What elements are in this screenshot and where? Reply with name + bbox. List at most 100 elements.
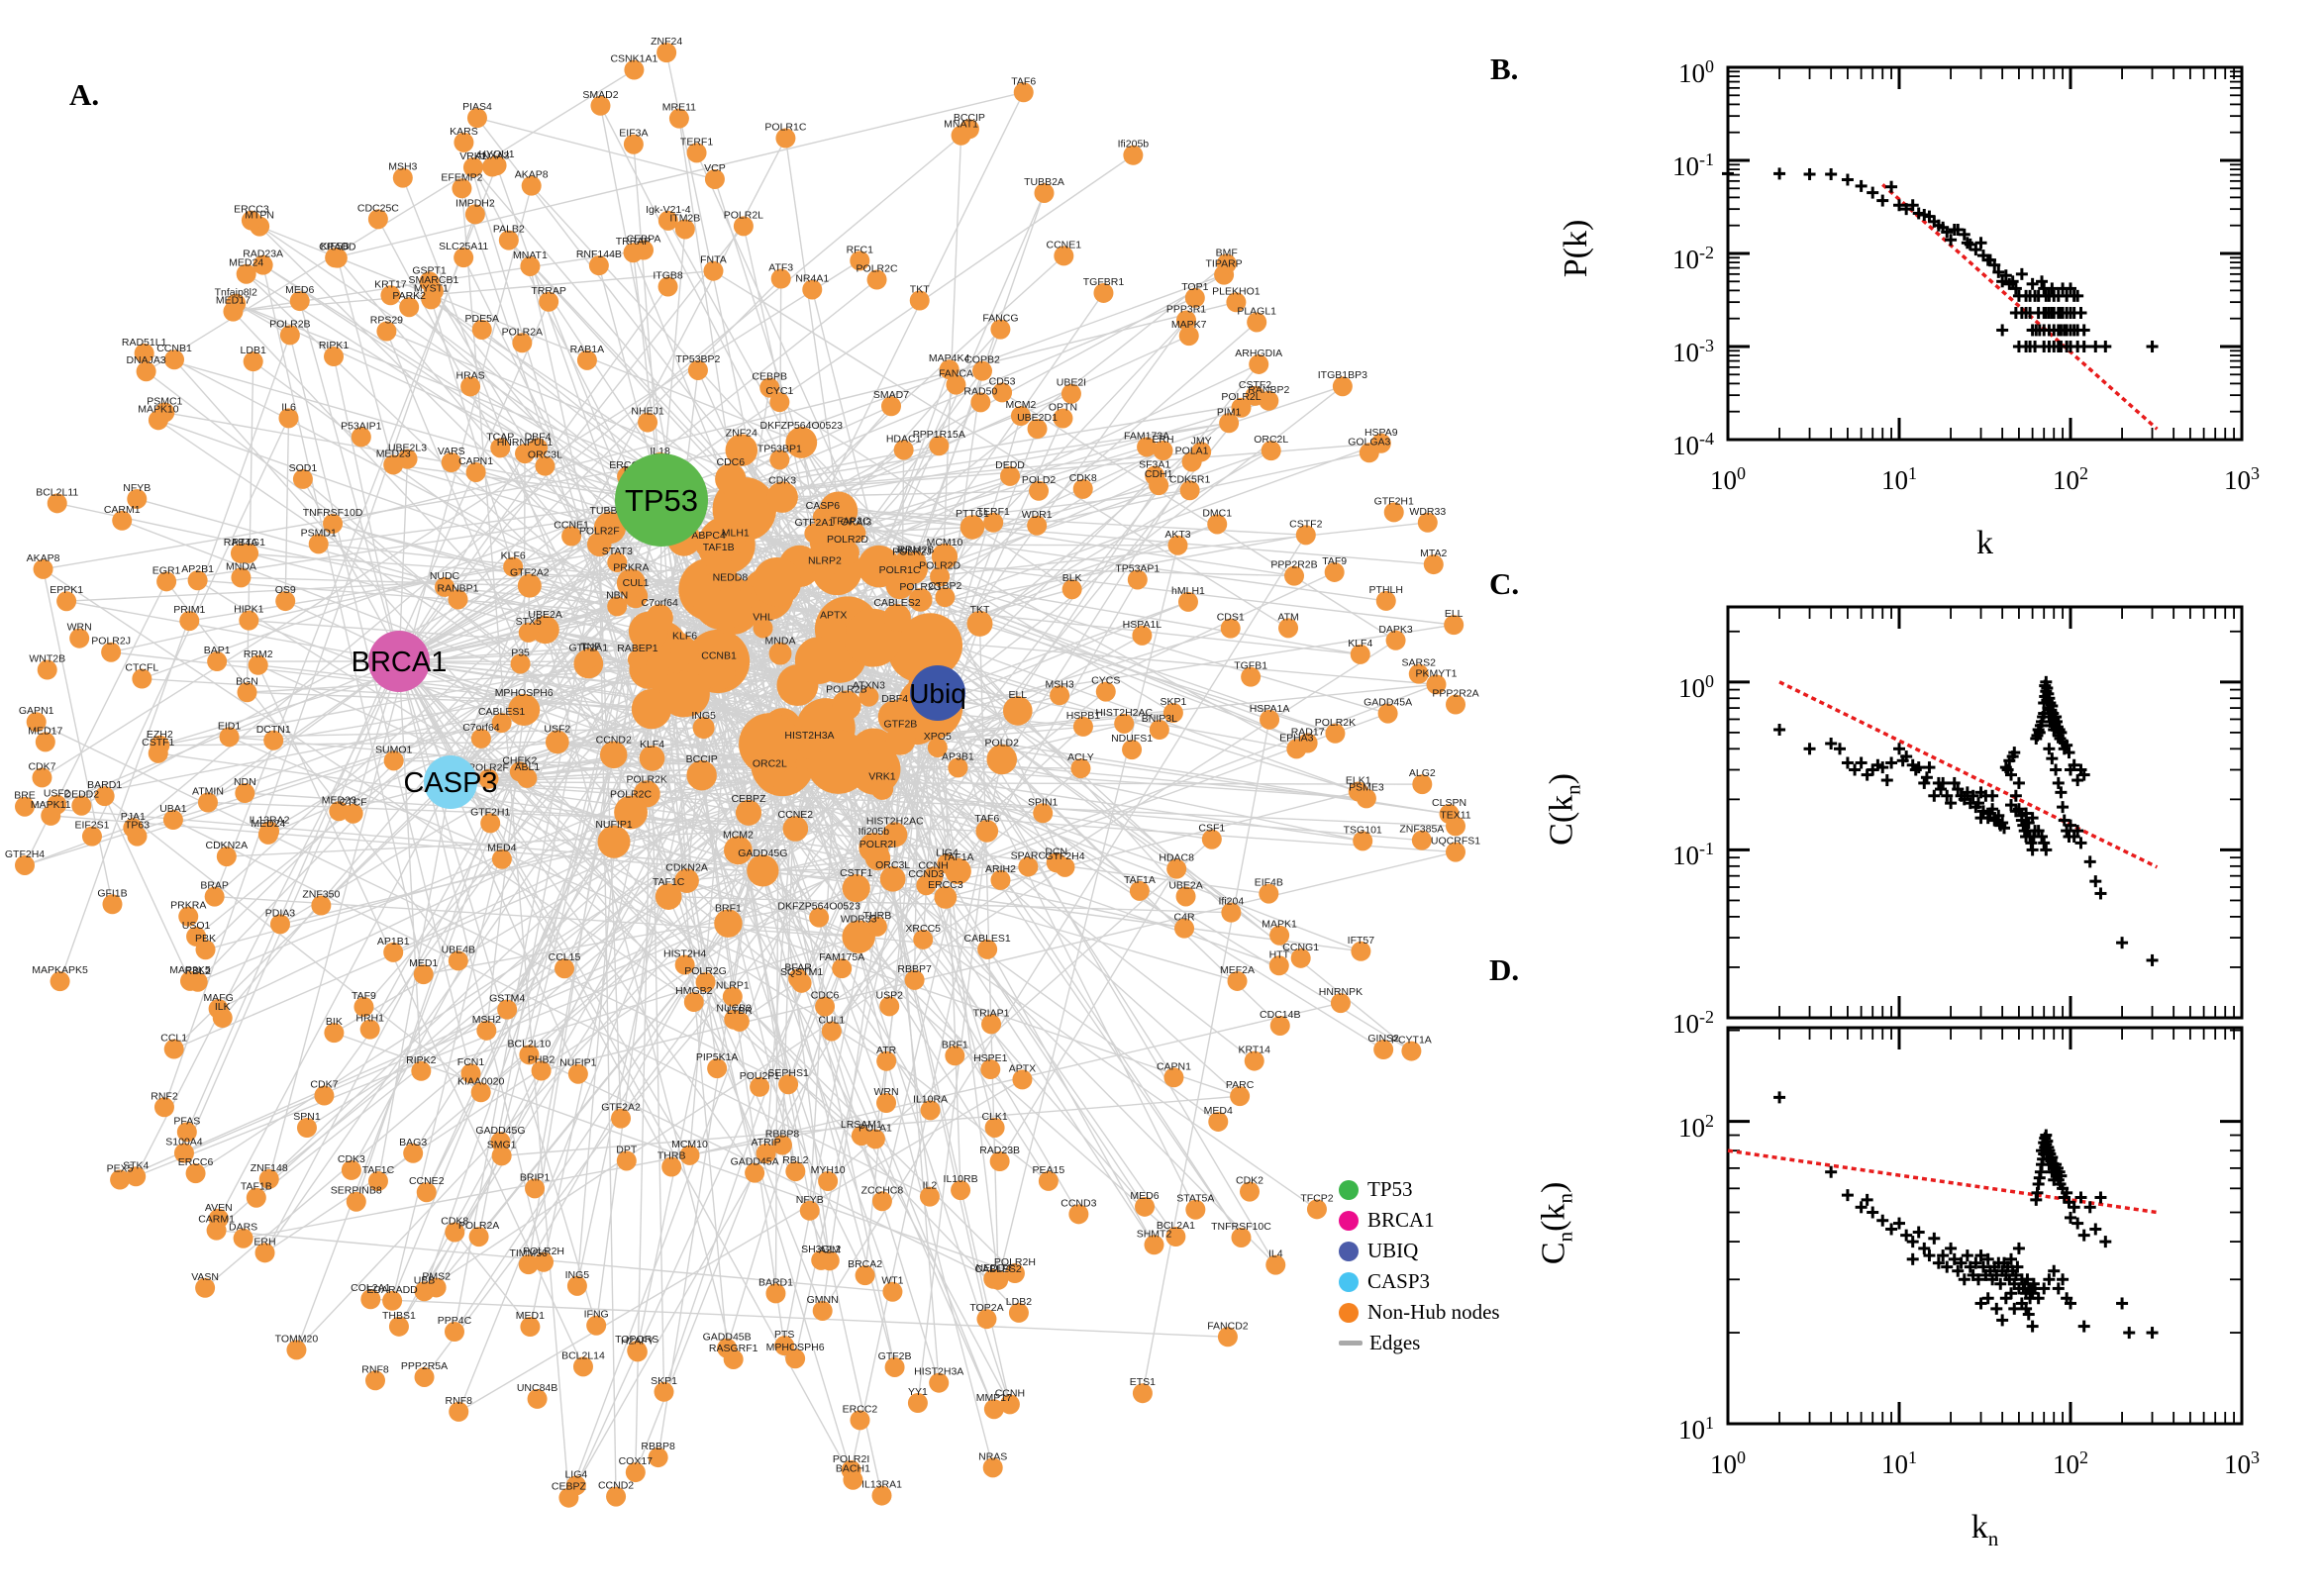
gene-label: APTX <box>1009 1062 1036 1074</box>
network-edge <box>794 692 939 1359</box>
network-node <box>614 795 648 830</box>
network-edge <box>157 752 948 865</box>
network-node <box>1060 383 1081 404</box>
gene-label: POLD2 <box>985 738 1020 749</box>
network-node <box>32 767 52 788</box>
network-node <box>809 907 830 928</box>
gene-label: TGFB1 <box>1234 660 1267 672</box>
gene-label: RBL2 <box>185 965 211 977</box>
fit-line-C <box>1778 680 2159 869</box>
network-node <box>951 1180 971 1201</box>
network-node <box>1050 685 1070 706</box>
network-node <box>69 628 90 648</box>
network-edge <box>226 828 796 857</box>
network-node <box>497 999 518 1020</box>
network-node <box>289 291 310 312</box>
network-node <box>185 1163 206 1184</box>
gene-label: RNF144B <box>576 249 622 260</box>
gene-label: IL6 <box>281 401 296 413</box>
gene-label: HDAC1 <box>886 433 922 445</box>
network-node <box>692 717 715 740</box>
gene-label: EIF2S1 <box>74 820 109 832</box>
gene-label: GMNN <box>807 1294 839 1306</box>
gene-label: ATRIP <box>751 1137 780 1148</box>
network-node <box>1132 1383 1153 1404</box>
network-node <box>759 377 780 398</box>
network-node <box>883 603 911 632</box>
network-edge <box>216 1229 893 1293</box>
gene-label: PCYT1A <box>1391 1035 1432 1047</box>
gene-label: UBE2A <box>1168 879 1202 891</box>
gene-label: IL4 <box>1268 1248 1283 1260</box>
network-node <box>112 510 133 531</box>
network-node <box>909 290 930 311</box>
network-edge <box>633 144 662 501</box>
gene-label: WDR33 <box>841 914 877 926</box>
gene-label: PALB2 <box>493 224 525 236</box>
network-node <box>1165 1227 1186 1247</box>
gene-label: USF2 <box>44 788 70 800</box>
gene-label: ZNF385A <box>1399 824 1444 836</box>
network-node <box>399 297 420 318</box>
network-node <box>235 783 255 804</box>
gene-label: RFC1 <box>847 244 874 255</box>
gene-label: CEBPB <box>752 371 787 383</box>
gene-label: ING5 <box>565 1269 590 1281</box>
network-node <box>1260 709 1280 730</box>
network-edge <box>846 704 1412 1052</box>
network-edge <box>818 659 1185 930</box>
network-node <box>216 847 237 867</box>
network-node <box>1010 406 1031 427</box>
gene-label: POLR2A <box>502 326 543 338</box>
network-edge <box>398 154 1134 662</box>
hub-label-brca1: BRCA1 <box>352 647 448 678</box>
network-node <box>33 558 53 579</box>
gene-label: ILK <box>215 1001 231 1013</box>
gene-label: HNRNPK <box>1319 986 1363 998</box>
gene-label: ABL1 <box>515 761 541 773</box>
network-node <box>208 1208 229 1229</box>
gene-label: PSMD1 <box>301 527 337 539</box>
network-node <box>990 319 1011 340</box>
network-node <box>820 616 847 643</box>
network-node <box>923 866 944 887</box>
network-edge <box>523 585 531 710</box>
tp53-dot-icon <box>1339 1179 1359 1200</box>
network-node <box>1095 681 1116 702</box>
network-edge <box>279 712 1174 926</box>
gene-label: POLR2I <box>859 839 896 850</box>
network-node <box>765 1283 786 1304</box>
network-node <box>1137 437 1158 457</box>
network-node <box>972 360 993 381</box>
network-edge <box>896 192 1046 619</box>
gene-label: MNAT1 <box>513 249 548 261</box>
legend-label: CASP3 <box>1367 1269 1431 1293</box>
network-node <box>799 1200 820 1221</box>
gene-label: CTCFL <box>125 662 158 674</box>
gene-label: PABPC4 <box>685 530 726 542</box>
gene-label: DAPK3 <box>1378 624 1413 636</box>
gene-label: RNF8 <box>446 1395 473 1407</box>
network-node <box>785 1161 806 1182</box>
network-node <box>525 1178 546 1199</box>
gene-label: Tnfaip8l2 <box>215 287 257 299</box>
gene-label: HSPA9 <box>1364 427 1398 439</box>
network-node <box>670 637 699 665</box>
gene-label: SF3A1 <box>1139 458 1170 470</box>
y-tick-label-C: 100 <box>1678 670 1714 703</box>
network-node <box>664 671 710 717</box>
network-node <box>1072 716 1093 737</box>
panel-a-label: A. <box>69 77 100 112</box>
gene-label: WNT2B <box>29 653 65 665</box>
network-node <box>1444 615 1464 636</box>
ubiq-dot-icon <box>1339 1241 1359 1261</box>
network-node <box>695 536 716 556</box>
gene-label: LIG4 <box>936 847 959 858</box>
network-node <box>821 1021 842 1042</box>
network-node <box>1070 758 1091 779</box>
network-node <box>204 886 225 907</box>
network-edge <box>450 781 1457 853</box>
network-edge <box>398 660 827 729</box>
gene-label: ATXN3 <box>853 680 885 692</box>
network-node <box>246 1187 266 1208</box>
